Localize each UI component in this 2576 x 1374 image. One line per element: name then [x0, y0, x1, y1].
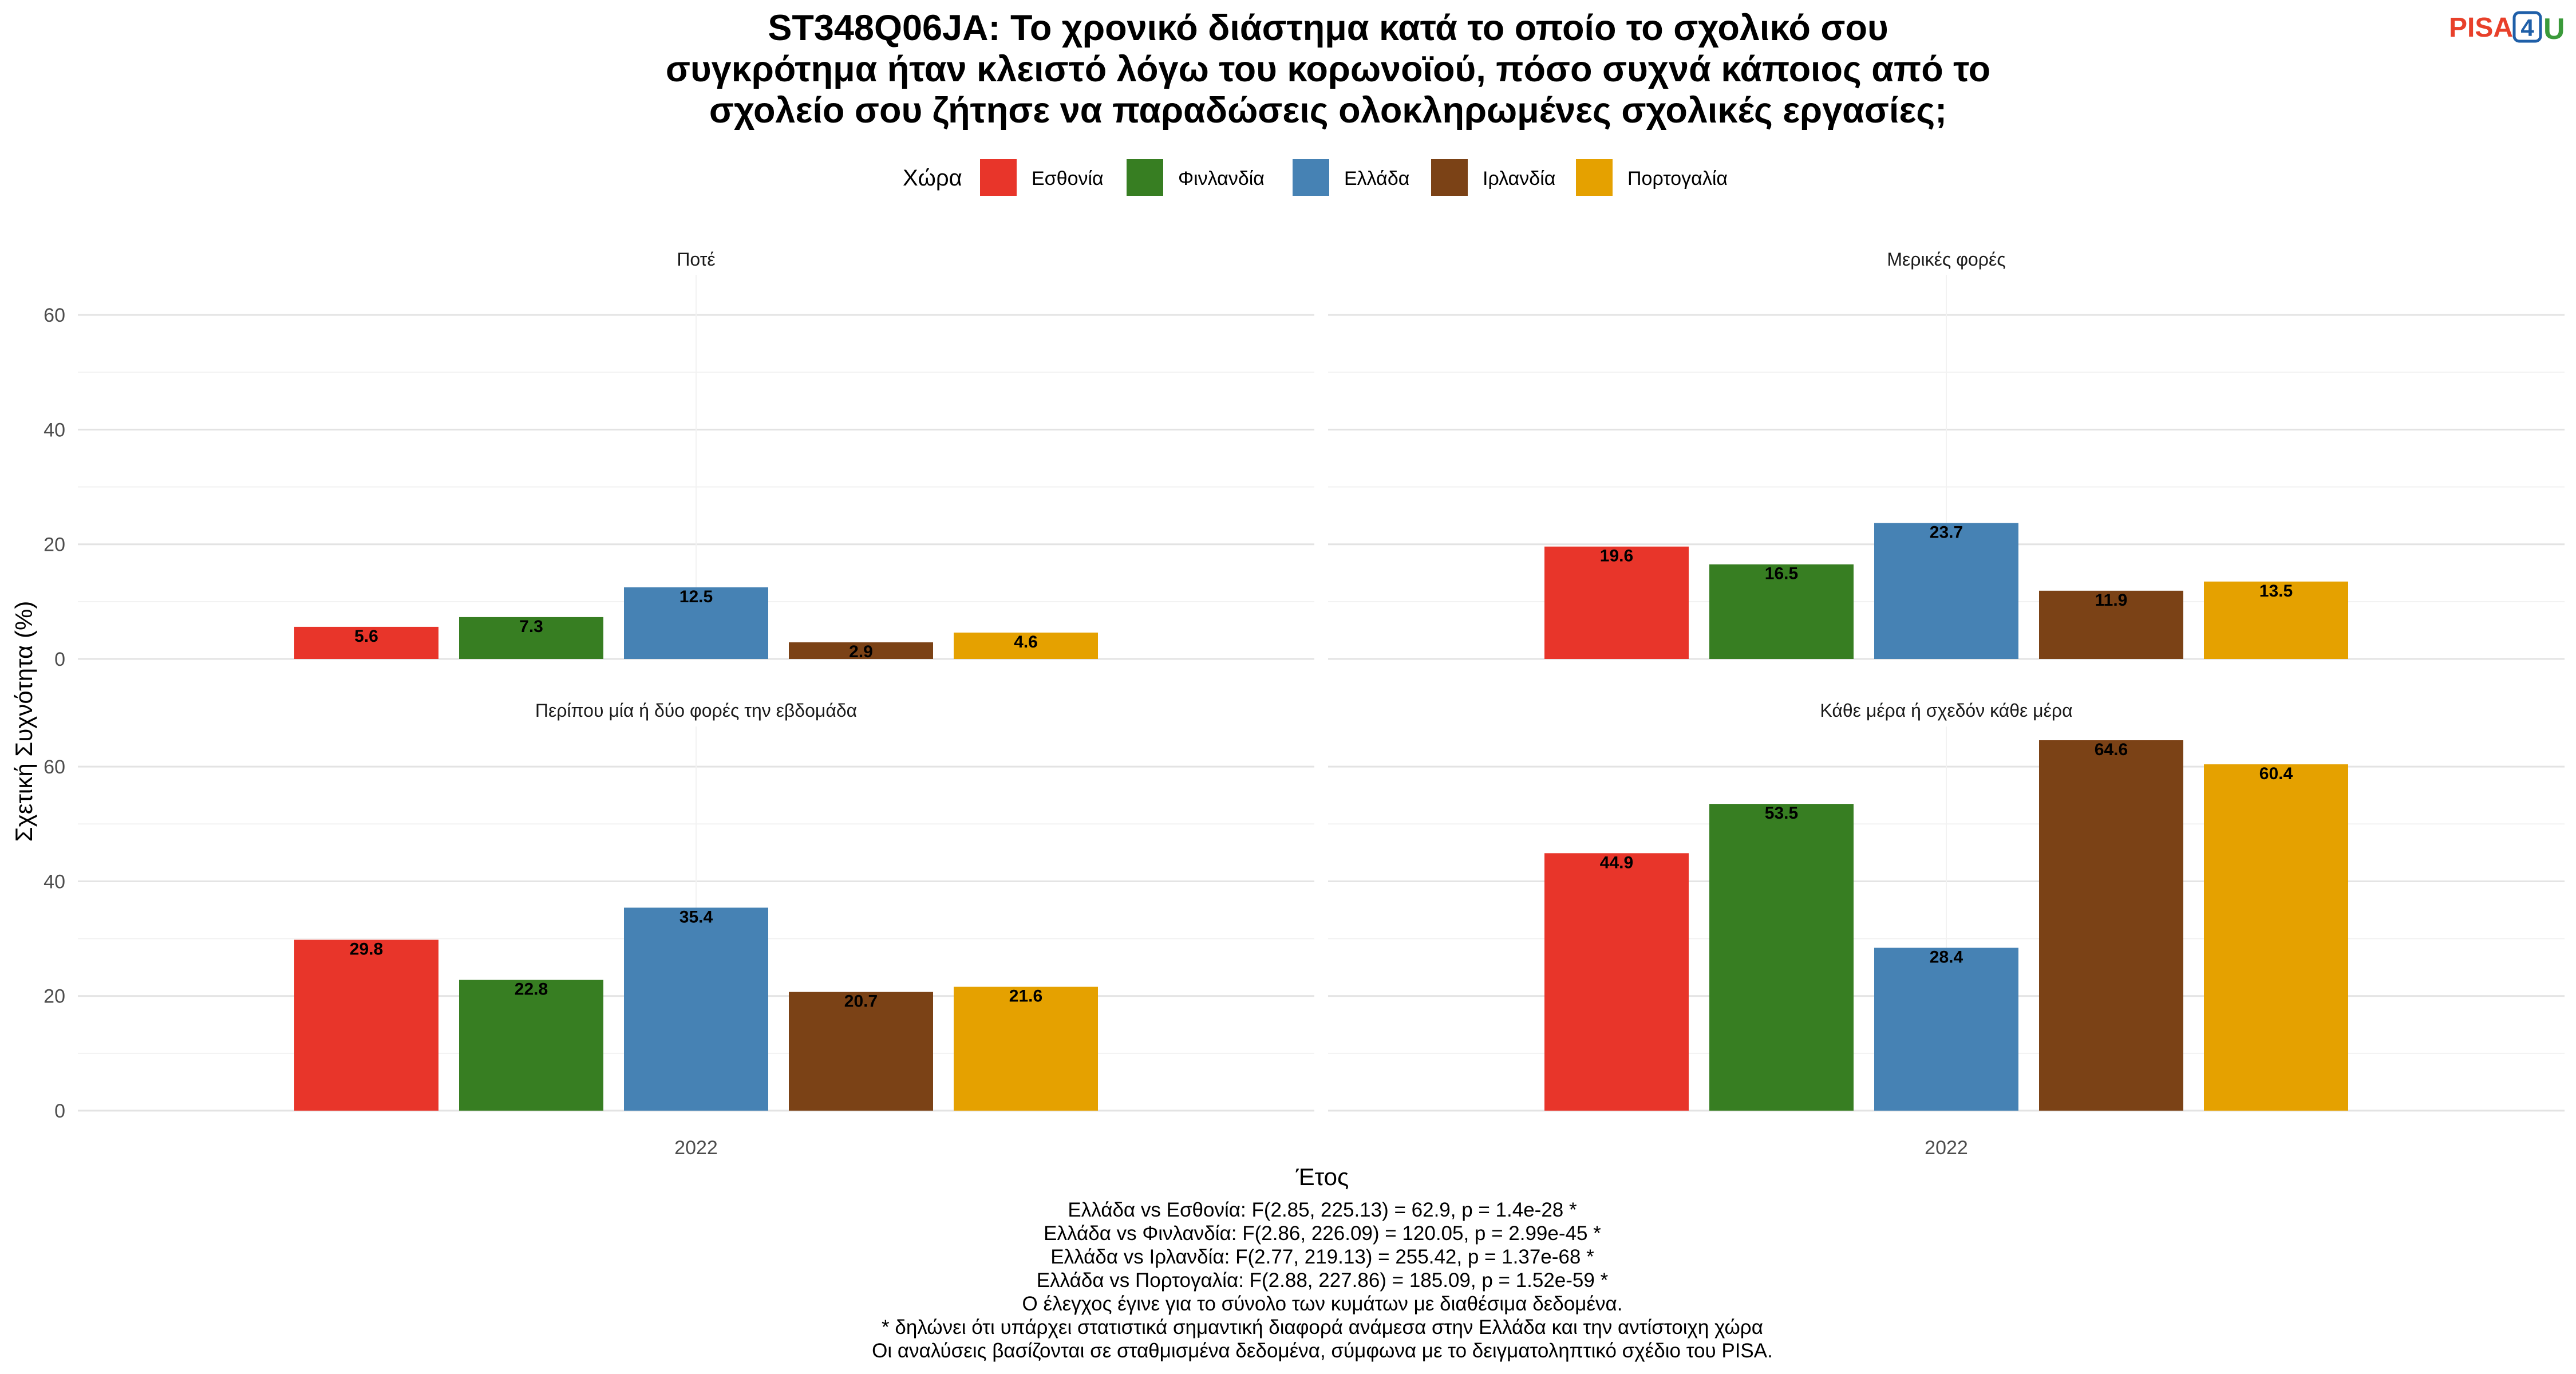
panel-3-bar-1	[294, 939, 438, 1111]
legend-label-3: Ελλάδα	[1344, 168, 1409, 189]
panel-4: Κάθε μέρα ή σχεδόν κάθε μέρα 2022 44.9 53.5…	[1328, 700, 2565, 1159]
panel-2: Μερικές φορές 19.6 16.5 23.7 11.9 13.5	[1328, 249, 2565, 660]
panel-4-value-label-3: 28.4	[1930, 948, 1963, 967]
panel-3-x-tick: 2022	[674, 1137, 718, 1159]
panel-2-value-label-1: 19.6	[1600, 547, 1633, 566]
legend-label-4: Ιρλανδία	[1483, 168, 1555, 189]
panel-1-y-tick-20: 20	[44, 534, 65, 556]
pisa4u-logo: PISA 4 U	[2449, 11, 2565, 46]
panel-2-strip-label: Μερικές φορές	[1887, 249, 2005, 270]
panel-1-value-label-1: 5.6	[354, 627, 378, 646]
panel-3: Περίπου μία ή δύο φορές την εβδομάδα 0 20 4…	[44, 700, 1314, 1159]
panel-2-bar-1	[1544, 546, 1689, 659]
footnote-line-3: Ελλάδα vs Ιρλανδία: F(2.77, 219.13) = 25…	[1050, 1246, 1594, 1268]
footnote-line-6: * δηλώνει ότι υπάρχει στατιστικά σημαντι…	[882, 1316, 1763, 1339]
panel-2-value-label-5: 13.5	[2259, 582, 2293, 601]
panels: Ποτέ 0 20 40 60 5.6 7.3 12.5 2.9 4.6 Μερικές φορές…	[44, 249, 2565, 1159]
panel-1-value-label-5: 4.6	[1014, 633, 1038, 652]
y-axis-title: Σχετική Συχνότητα (%)	[10, 601, 37, 842]
panel-2-bar-4	[2039, 590, 2183, 659]
panel-1-value-label-4: 2.9	[849, 642, 873, 661]
panel-3-value-label-4: 20.7	[844, 992, 878, 1011]
panel-4-bar-2	[1709, 804, 1854, 1111]
panel-3-bar-2	[459, 980, 603, 1111]
panel-4-bar-3	[1874, 947, 2018, 1111]
panel-3-strip-label: Περίπου μία ή δύο φορές την εβδομάδα	[535, 700, 857, 721]
panel-4-value-label-5: 60.4	[2259, 764, 2293, 783]
panel-2-bar-2	[1709, 564, 1854, 659]
panel-4-value-label-1: 44.9	[1600, 853, 1633, 872]
panel-1-bar-4	[789, 642, 933, 659]
footnote-line-5: Ο έλεγχος έγινε για το σύνολο των κυμάτω…	[1022, 1293, 1623, 1315]
panel-3-value-label-1: 29.8	[350, 940, 383, 959]
panel-1-y-tick-60: 60	[44, 305, 65, 326]
panel-2-bar-5	[2204, 581, 2348, 659]
legend-label-5: Πορτογαλία	[1627, 168, 1728, 189]
logo-u-text: U	[2543, 13, 2565, 46]
panel-1-value-label-3: 12.5	[679, 587, 713, 606]
panel-3-y-tick-60: 60	[44, 756, 65, 778]
legend-swatch-2	[1127, 159, 1163, 196]
panel-3-y-tick-40: 40	[44, 871, 65, 893]
panel-2-bar-3	[1874, 523, 2018, 659]
title-line-3: σχολείο σου ζήτησε να παραδώσεις ολοκληρ…	[709, 90, 1947, 131]
panel-1-bar-3	[624, 587, 768, 659]
legend-swatch-1	[980, 159, 1017, 196]
legend-swatch-4	[1431, 159, 1468, 196]
logo-four-box	[2512, 11, 2542, 43]
panel-3-bar-4	[789, 992, 933, 1111]
panel-3-y-tick-0: 0	[54, 1100, 65, 1122]
logo-pisa-text: PISA	[2449, 13, 2513, 43]
footnote-line-1: Ελλάδα vs Εσθονία: F(2.85, 225.13) = 62.…	[1068, 1199, 1577, 1221]
panel-1-bar-1	[294, 626, 438, 659]
legend-title: Χώρα	[903, 165, 962, 191]
panel-1-value-label-2: 7.3	[519, 617, 543, 636]
panel-1-y-tick-0: 0	[54, 649, 65, 670]
legend-label-2: Φινλανδία	[1178, 168, 1265, 189]
panel-4-bar-1	[1544, 853, 1689, 1111]
footnote-line-2: Ελλάδα vs Φινλανδία: F(2.86, 226.09) = 1…	[1044, 1222, 1601, 1245]
panel-2-value-label-4: 11.9	[2095, 591, 2128, 610]
panel-3-bar-3	[624, 907, 768, 1111]
chart-title: ST348Q06JA: Το χρονικό διάστημα κατά το …	[666, 8, 1990, 131]
panel-1-bar-5	[954, 632, 1098, 659]
legend-swatch-5	[1576, 159, 1613, 196]
panel-2-value-label-3: 23.7	[1930, 523, 1963, 542]
title-line-2: συγκρότημα ήταν κλειστό λόγω του κορωνοϊ…	[666, 49, 1990, 89]
panel-3-y-tick-20: 20	[44, 986, 65, 1008]
logo-four-text: 4	[2520, 14, 2534, 41]
panel-1-bar-2	[459, 617, 603, 659]
legend-swatch-3	[1293, 159, 1329, 196]
x-axis-title: Έτος	[1295, 1163, 1349, 1190]
panel-3-value-label-3: 35.4	[679, 907, 713, 926]
footnote-line-4: Ελλάδα vs Πορτογαλία: F(2.88, 227.86) = …	[1037, 1269, 1609, 1292]
panel-1-y-tick-40: 40	[44, 419, 65, 441]
panel-4-value-label-4: 64.6	[2095, 740, 2128, 759]
panel-4-value-label-2: 53.5	[1765, 804, 1798, 823]
panel-1: Ποτέ 0 20 40 60 5.6 7.3 12.5 2.9 4.6	[44, 249, 1314, 670]
footnote-line-7: Οι αναλύσεις βασίζονται σε σταθμισμένα δ…	[872, 1340, 1773, 1362]
panel-3-value-label-2: 22.8	[515, 980, 548, 999]
panel-2-value-label-2: 16.5	[1765, 564, 1798, 583]
legend-label-1: Εσθονία	[1032, 168, 1104, 189]
panel-4-bar-5	[2204, 764, 2348, 1111]
panel-4-bar-4	[2039, 740, 2183, 1111]
legend: Χώρα Εσθονία Φινλανδία Ελλάδα Ιρλανδία Πορτο…	[903, 159, 1728, 196]
panel-3-bar-5	[954, 986, 1098, 1111]
panel-4-x-tick: 2022	[1925, 1137, 1968, 1159]
footnotes: Ελλάδα vs Εσθονία: F(2.85, 225.13) = 62.…	[872, 1199, 1773, 1362]
panel-4-strip-label: Κάθε μέρα ή σχεδόν κάθε μέρα	[1820, 700, 2072, 721]
title-line-1: ST348Q06JA: Το χρονικό διάστημα κατά το …	[768, 8, 1888, 48]
panel-1-strip-label: Ποτέ	[677, 249, 715, 270]
panel-3-value-label-5: 21.6	[1009, 987, 1042, 1006]
